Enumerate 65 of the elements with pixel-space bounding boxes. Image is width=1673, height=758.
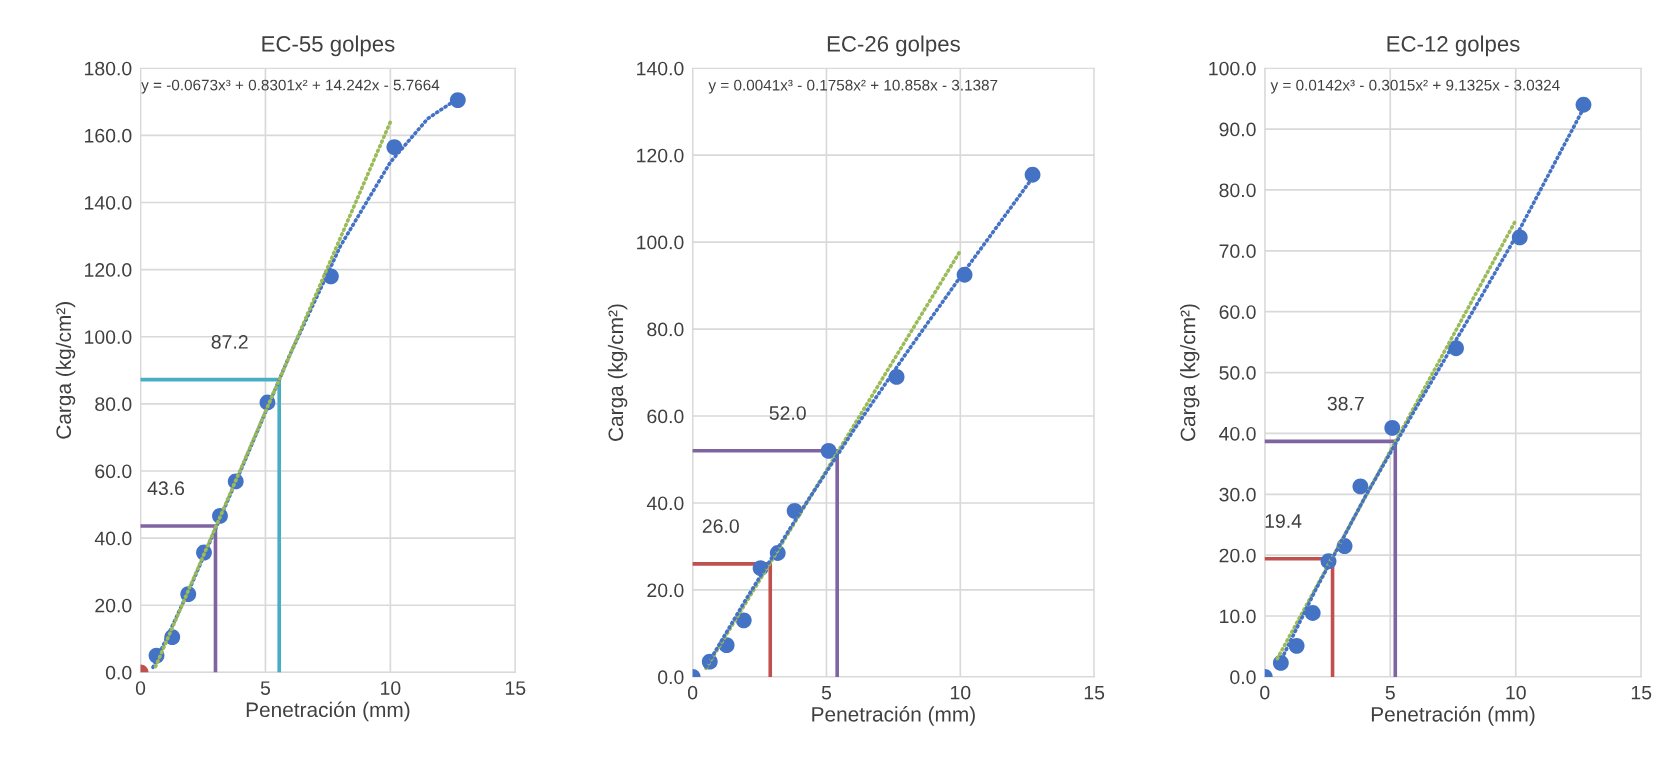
x-axis-title: Penetración (mm) bbox=[1371, 706, 1535, 726]
y-axis-title: Carga (kg/cm²) bbox=[55, 302, 76, 439]
y-tick-label: 10.0 bbox=[1220, 609, 1256, 624]
x-tick-label: 10 bbox=[381, 681, 401, 695]
x-tick-label: 0 bbox=[687, 685, 698, 700]
y-tick-label: 120.0 bbox=[637, 148, 684, 163]
x-tick-label: 10 bbox=[1506, 685, 1526, 700]
annotation: 26.0 bbox=[702, 519, 739, 533]
point bbox=[735, 612, 752, 629]
y-tick-label: 30.0 bbox=[1219, 487, 1256, 502]
y-tick-label: 160.0 bbox=[85, 128, 132, 143]
x-tick-label: 0 bbox=[135, 681, 146, 695]
x-tick-label: 10 bbox=[950, 685, 971, 700]
x-tick-label: 0 bbox=[1260, 685, 1270, 700]
y-axis-title: Carga (kg/cm²) bbox=[607, 304, 628, 441]
annotation: 43.6 bbox=[147, 481, 185, 496]
y-tick-label: 100.0 bbox=[637, 235, 684, 250]
annotation: 52.0 bbox=[769, 406, 806, 420]
y-axis-title: Carga (kg/cm²) bbox=[1180, 304, 1200, 441]
y-tick-label: 100.0 bbox=[1209, 61, 1256, 76]
annotation: 87.2 bbox=[211, 335, 248, 349]
y-tick-label: 120.0 bbox=[85, 263, 132, 277]
x-axis-title: Penetración (mm) bbox=[812, 706, 975, 726]
y-tick-label: 180.0 bbox=[85, 61, 132, 76]
y-tick-label: 0.0 bbox=[658, 670, 684, 685]
y-tick-label: 20.0 bbox=[95, 598, 132, 613]
annotation: 19.4 bbox=[1265, 514, 1302, 528]
y-tick-label: 50.0 bbox=[1219, 366, 1256, 380]
y-tick-label: 20.0 bbox=[647, 583, 684, 598]
chart-title: EC-26 golpes bbox=[827, 35, 960, 57]
x-tick-label: 5 bbox=[260, 681, 271, 695]
point bbox=[1288, 637, 1305, 654]
y-tick-label: 100.0 bbox=[85, 330, 132, 344]
x-axis-title: Penetración (mm) bbox=[246, 701, 410, 722]
chart-title: EC-12 golpes bbox=[1387, 35, 1520, 57]
x-tick-label: 5 bbox=[821, 685, 832, 700]
annotation: y = 0.0041x³ - 0.1758x² + 10.858x - 3.1387 bbox=[708, 79, 998, 94]
y-tick-label: 40.0 bbox=[1219, 426, 1256, 441]
y-tick-label: 80.0 bbox=[647, 322, 684, 337]
y-tick-label: 140.0 bbox=[85, 195, 132, 210]
point bbox=[1304, 605, 1321, 621]
y-tick-label: 70.0 bbox=[1219, 244, 1256, 259]
x-tick-label: 5 bbox=[1385, 685, 1395, 700]
y-tick-label: 40.0 bbox=[94, 531, 132, 546]
y-tick-label: 80.0 bbox=[1219, 183, 1256, 198]
annotation: 38.7 bbox=[1327, 396, 1364, 411]
chart-title: EC-55 golpes bbox=[262, 35, 395, 57]
y-tick-label: 60.0 bbox=[647, 409, 684, 424]
x-tick-label: 15 bbox=[1631, 685, 1652, 700]
y-tick-label: 90.0 bbox=[1219, 122, 1256, 137]
y-tick-label: 80.0 bbox=[95, 397, 132, 412]
point bbox=[1352, 478, 1369, 495]
point bbox=[820, 442, 837, 459]
y-tick-label: 0.0 bbox=[105, 665, 132, 680]
annotation: y = -0.0673x³ + 0.8301x² + 14.242x - 5.7664 bbox=[141, 79, 440, 94]
y-tick-label: 40.0 bbox=[646, 496, 684, 511]
point bbox=[1384, 420, 1401, 436]
x-tick-label: 15 bbox=[505, 681, 526, 695]
y-tick-label: 140.0 bbox=[637, 61, 684, 76]
x-tick-label: 15 bbox=[1084, 685, 1105, 700]
y-tick-label: 0.0 bbox=[1230, 670, 1256, 685]
y-tick-label: 60.0 bbox=[95, 464, 132, 479]
annotation: y = 0.0142x³ - 0.3015x² + 9.1325x - 3.0324 bbox=[1270, 79, 1560, 94]
y-tick-label: 20.0 bbox=[1219, 548, 1256, 563]
y-tick-label: 60.0 bbox=[1219, 305, 1256, 319]
